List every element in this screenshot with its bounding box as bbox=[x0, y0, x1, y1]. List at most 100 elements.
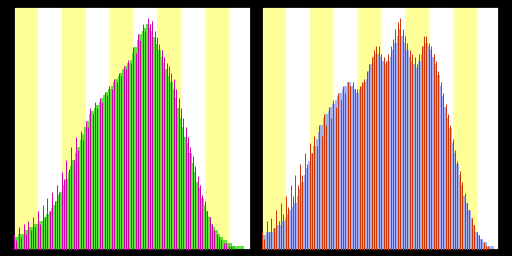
Bar bbox=[216, 230, 218, 250]
Bar bbox=[347, 82, 349, 250]
Bar bbox=[49, 211, 51, 250]
Bar bbox=[399, 29, 401, 250]
Bar bbox=[373, 57, 375, 250]
Bar bbox=[416, 68, 418, 250]
Bar bbox=[292, 207, 294, 250]
Bar bbox=[113, 82, 115, 250]
Bar bbox=[86, 6, 110, 250]
Bar bbox=[286, 6, 310, 250]
Bar bbox=[125, 66, 127, 250]
Bar bbox=[92, 111, 94, 250]
Bar bbox=[175, 98, 177, 250]
Bar bbox=[311, 153, 313, 250]
Bar bbox=[133, 6, 157, 250]
Bar bbox=[429, 6, 453, 250]
Bar bbox=[177, 108, 180, 250]
Bar bbox=[15, 237, 17, 250]
Bar bbox=[120, 73, 122, 250]
Bar bbox=[180, 118, 182, 250]
Bar bbox=[394, 43, 397, 250]
Bar bbox=[492, 246, 495, 250]
Bar bbox=[165, 69, 168, 250]
Bar bbox=[70, 166, 72, 250]
Bar bbox=[13, 237, 15, 250]
Bar bbox=[72, 159, 75, 250]
Bar bbox=[270, 232, 273, 250]
Bar bbox=[137, 40, 139, 250]
Bar bbox=[406, 50, 409, 250]
Bar bbox=[225, 240, 227, 250]
Bar bbox=[163, 63, 165, 250]
Bar bbox=[20, 233, 23, 250]
Bar bbox=[89, 114, 92, 250]
Bar bbox=[473, 225, 475, 250]
Bar bbox=[282, 221, 285, 250]
Bar bbox=[482, 242, 485, 250]
Bar bbox=[301, 182, 304, 250]
Bar bbox=[308, 161, 311, 250]
Bar bbox=[56, 201, 58, 250]
Bar bbox=[453, 6, 477, 250]
Bar bbox=[237, 246, 239, 250]
Bar bbox=[330, 107, 332, 250]
Bar bbox=[122, 69, 125, 250]
Bar bbox=[51, 208, 53, 250]
Bar bbox=[430, 50, 433, 250]
Bar bbox=[156, 44, 158, 250]
Bar bbox=[442, 96, 444, 250]
Bar bbox=[96, 105, 99, 250]
Bar bbox=[148, 28, 151, 250]
Bar bbox=[332, 103, 335, 250]
Bar bbox=[304, 175, 306, 250]
Bar bbox=[68, 172, 70, 250]
Bar bbox=[313, 146, 315, 250]
Bar bbox=[106, 92, 108, 250]
Bar bbox=[364, 82, 366, 250]
Bar bbox=[358, 89, 361, 250]
Bar bbox=[17, 233, 20, 250]
Bar bbox=[392, 50, 394, 250]
Bar bbox=[437, 75, 440, 250]
Bar bbox=[99, 102, 101, 250]
Bar bbox=[37, 224, 39, 250]
Bar bbox=[182, 127, 184, 250]
Bar bbox=[294, 203, 296, 250]
Bar bbox=[184, 137, 187, 250]
Bar bbox=[273, 228, 275, 250]
Bar bbox=[466, 203, 468, 250]
Bar bbox=[261, 235, 263, 250]
Bar bbox=[58, 195, 60, 250]
Bar bbox=[118, 76, 120, 250]
Bar bbox=[351, 86, 354, 250]
Bar bbox=[425, 43, 428, 250]
Bar bbox=[381, 6, 405, 250]
Bar bbox=[38, 6, 61, 250]
Bar bbox=[440, 86, 442, 250]
Bar bbox=[285, 218, 287, 250]
Bar bbox=[230, 243, 232, 250]
Bar bbox=[278, 225, 280, 250]
Bar bbox=[413, 64, 416, 250]
Bar bbox=[385, 64, 387, 250]
Bar bbox=[181, 6, 205, 250]
Bar bbox=[111, 86, 113, 250]
Bar bbox=[296, 196, 299, 250]
Bar bbox=[41, 221, 44, 250]
Bar bbox=[218, 233, 220, 250]
Bar bbox=[30, 227, 32, 250]
Bar bbox=[289, 210, 292, 250]
Bar bbox=[380, 57, 382, 250]
Bar bbox=[170, 82, 173, 250]
Bar bbox=[82, 134, 84, 250]
Bar bbox=[211, 224, 213, 250]
Bar bbox=[77, 147, 79, 250]
Bar bbox=[321, 125, 323, 250]
Bar bbox=[53, 205, 56, 250]
Bar bbox=[263, 235, 266, 250]
Bar bbox=[208, 217, 211, 250]
Bar bbox=[23, 233, 25, 250]
Bar bbox=[375, 54, 377, 250]
Bar bbox=[452, 143, 454, 250]
Bar bbox=[447, 118, 449, 250]
Bar bbox=[356, 93, 358, 250]
